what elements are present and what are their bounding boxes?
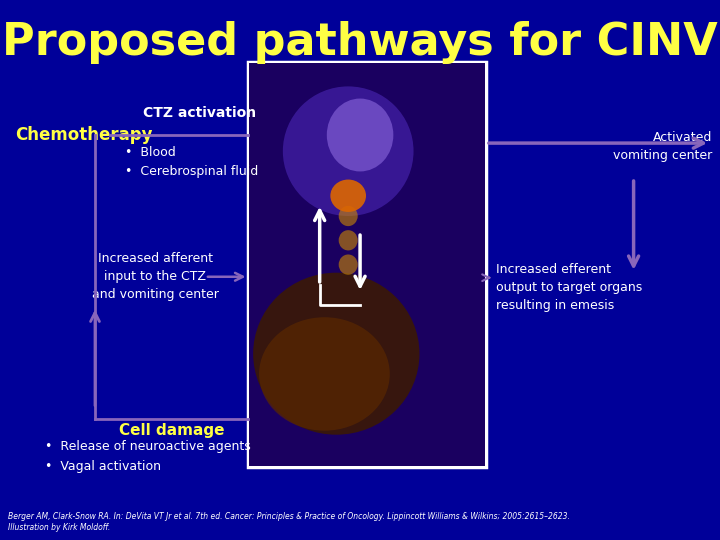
Bar: [249, 63, 485, 466]
Text: •  Cerebrospinal fluid: • Cerebrospinal fluid: [125, 165, 258, 178]
Text: Increased efferent
output to target organs
resulting in emesis: Increased efferent output to target orga…: [496, 262, 642, 312]
Text: Berger AM, Clark-Snow RA. In: DeVita VT Jr et al. 7th ed. Cancer: Principles & P: Berger AM, Clark-Snow RA. In: DeVita VT …: [8, 512, 570, 532]
Text: CTZ activation: CTZ activation: [143, 106, 256, 120]
Ellipse shape: [327, 98, 393, 172]
Ellipse shape: [338, 230, 358, 251]
Ellipse shape: [259, 317, 390, 431]
Ellipse shape: [338, 254, 358, 275]
Ellipse shape: [283, 86, 413, 216]
Text: Chemotherapy: Chemotherapy: [15, 126, 153, 144]
Ellipse shape: [330, 179, 366, 212]
Text: Activated
vomiting center: Activated vomiting center: [613, 131, 712, 162]
Ellipse shape: [338, 206, 358, 226]
Text: Proposed pathways for CINV: Proposed pathways for CINV: [2, 21, 718, 64]
Text: Increased afferent
input to the CTZ
and vomiting center: Increased afferent input to the CTZ and …: [91, 252, 218, 301]
Ellipse shape: [253, 273, 420, 435]
Text: Cell damage: Cell damage: [119, 423, 225, 438]
Text: •  Vagal activation: • Vagal activation: [45, 460, 161, 473]
Text: •  Blood: • Blood: [125, 146, 176, 159]
Text: •  Release of neuroactive agents: • Release of neuroactive agents: [45, 440, 251, 453]
Bar: [248, 62, 486, 467]
